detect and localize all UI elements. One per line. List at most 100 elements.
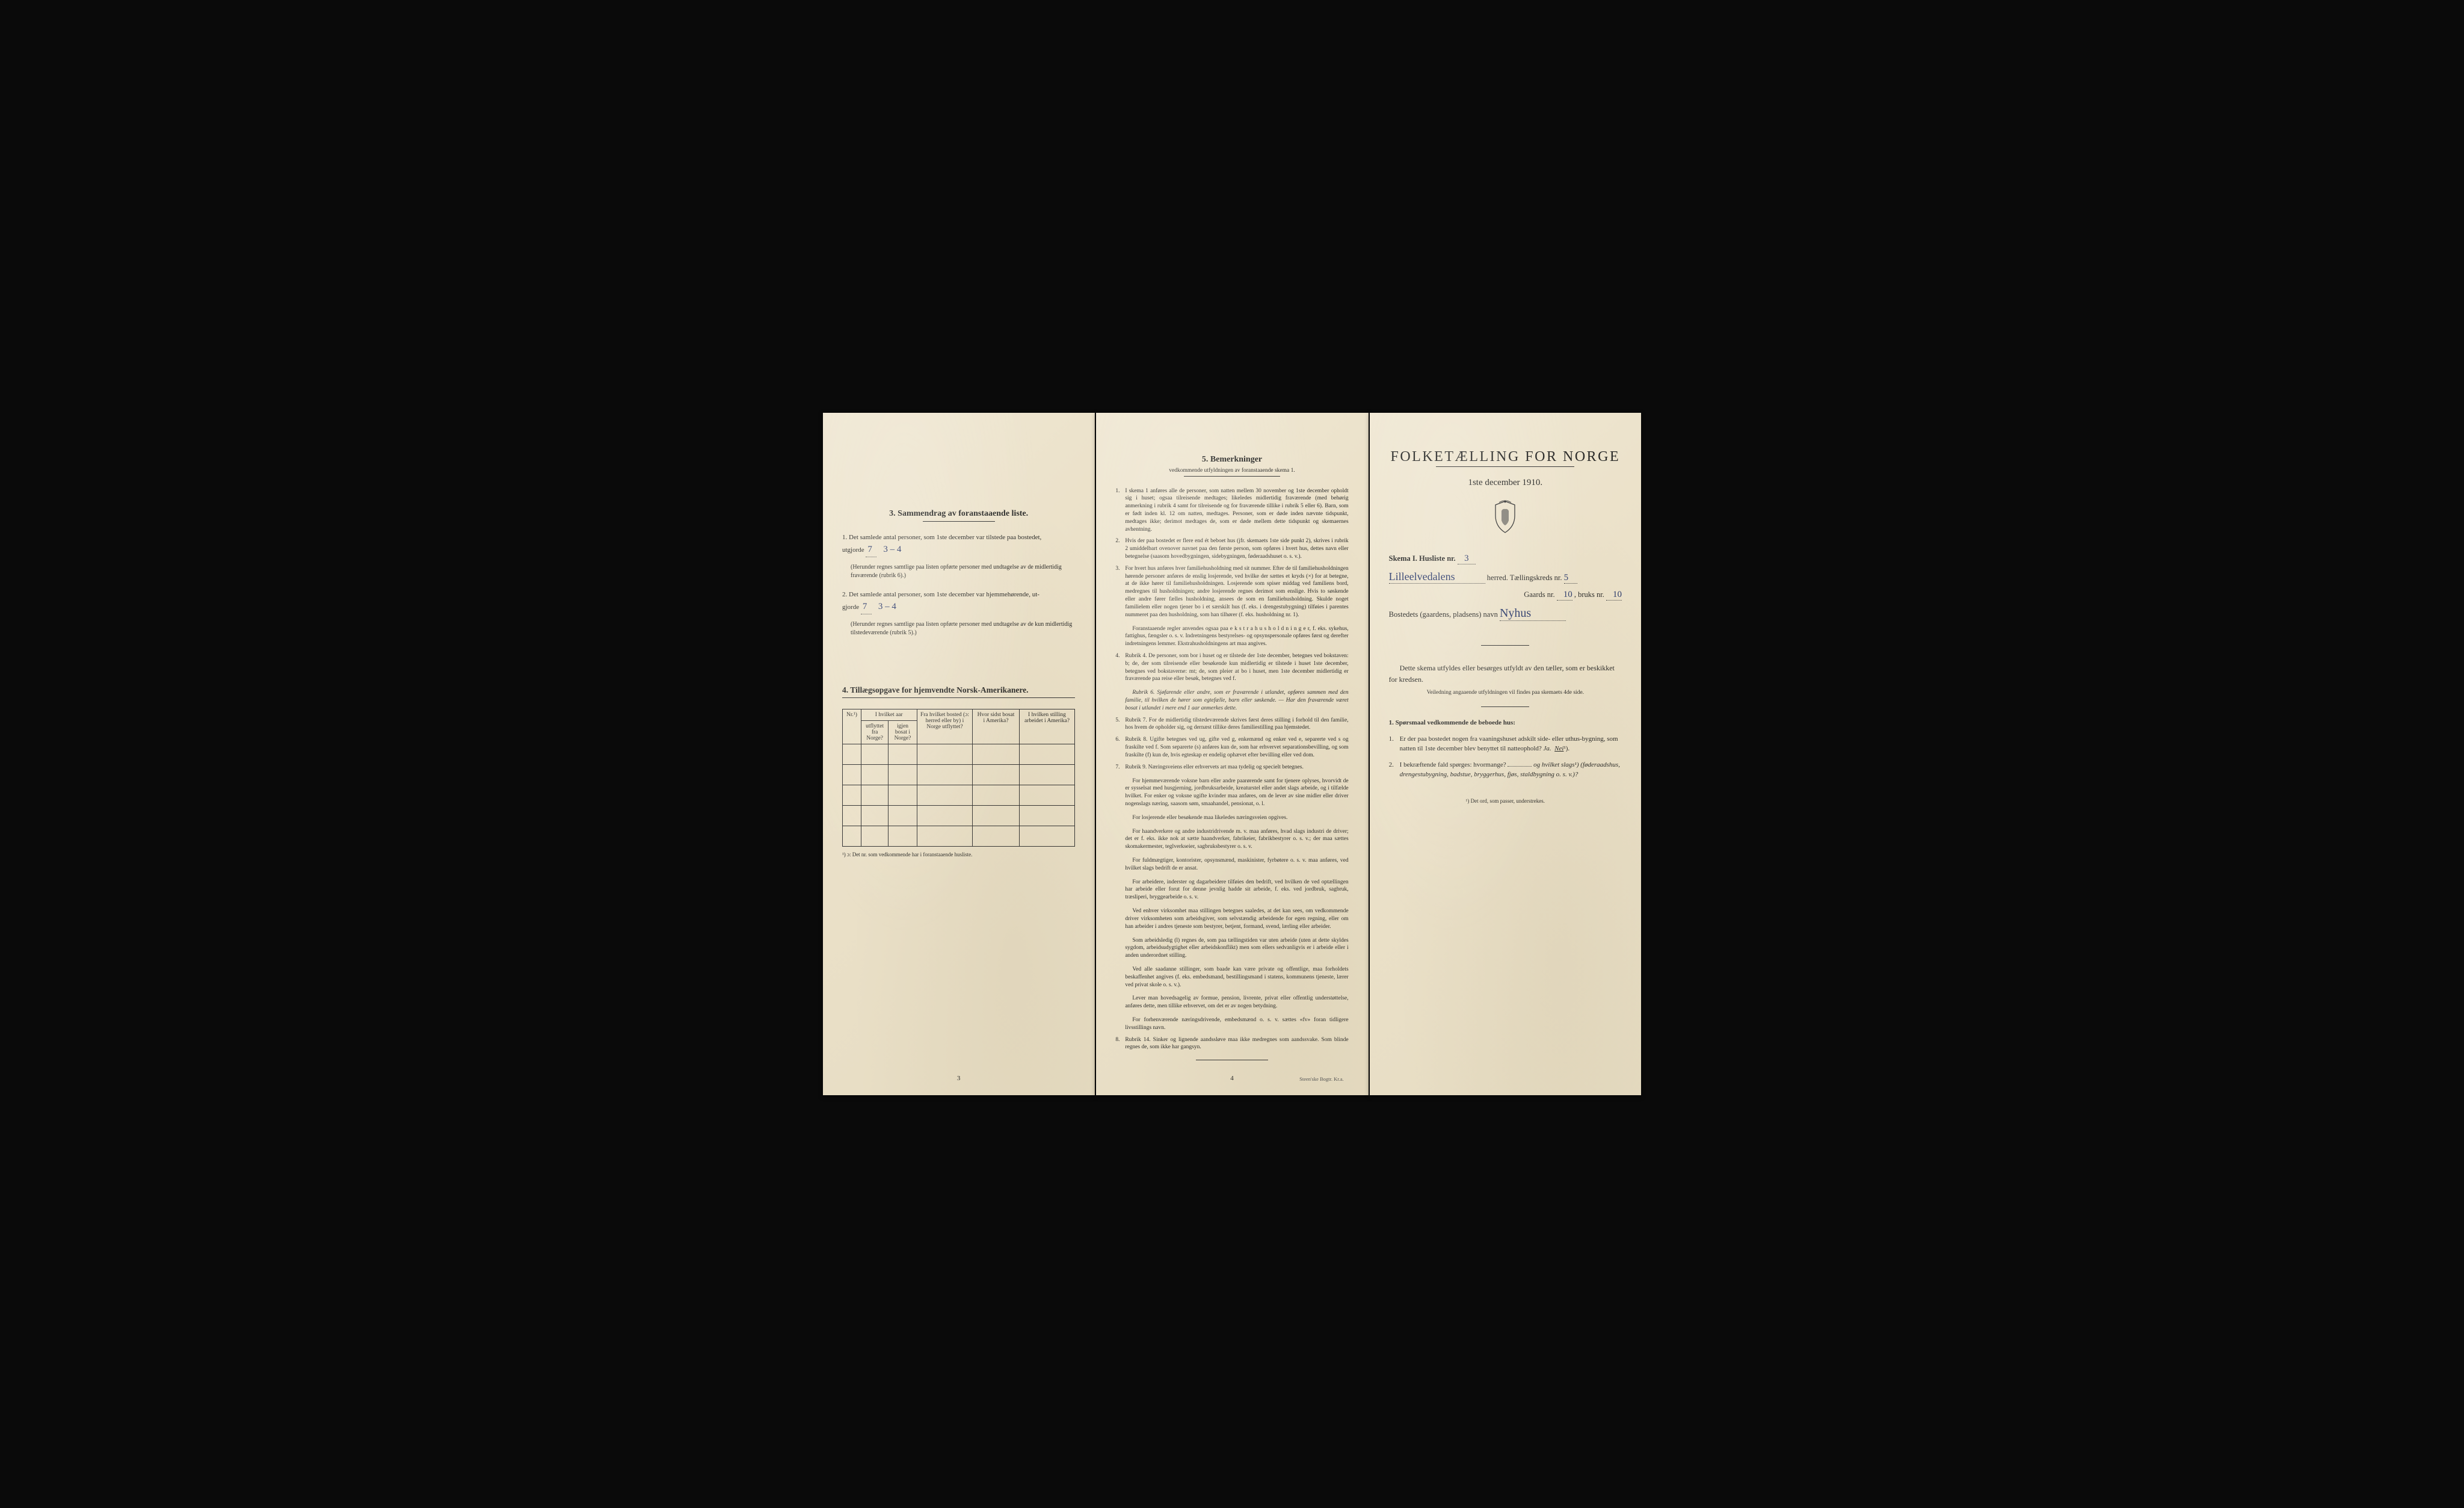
table-cell[interactable] bbox=[861, 826, 888, 847]
page-number-4: 4 bbox=[1230, 1075, 1234, 1082]
panel-right: FOLKETÆLLING FOR NORGE 1ste december 191… bbox=[1370, 413, 1641, 1096]
table-cell[interactable] bbox=[973, 785, 1019, 806]
table-cell[interactable] bbox=[889, 826, 917, 847]
section5-title: 5. Bemerkninger bbox=[1115, 455, 1348, 465]
herred-field[interactable]: Lilleelvedalens bbox=[1389, 570, 1485, 584]
herred-line: Lilleelvedalens herred. Tællingskreds nr… bbox=[1389, 570, 1622, 584]
table-cell[interactable] bbox=[843, 765, 861, 785]
table-cell[interactable] bbox=[1019, 785, 1075, 806]
rule bbox=[1436, 466, 1574, 467]
lead-sub: Veiledning angaaende utfyldningen vil fi… bbox=[1389, 689, 1622, 697]
crest-icon bbox=[1389, 500, 1622, 537]
table-cell[interactable] bbox=[973, 826, 1019, 847]
th-ut: utflyttet fra Norge? bbox=[861, 721, 888, 744]
remark-item: 3.For hvert hus anføres hver familiehush… bbox=[1115, 565, 1348, 619]
table-row[interactable] bbox=[843, 785, 1075, 806]
table-cell[interactable] bbox=[861, 765, 888, 785]
table-cell[interactable] bbox=[917, 744, 973, 765]
table-cell[interactable] bbox=[843, 826, 861, 847]
table-footnote: ¹) ɔ: Det nr. som vedkommende har i fora… bbox=[842, 851, 1075, 858]
table-cell[interactable] bbox=[843, 806, 861, 826]
table-row[interactable] bbox=[843, 744, 1075, 765]
page-number-3: 3 bbox=[957, 1075, 961, 1082]
th-nr: Nr.¹) bbox=[843, 709, 861, 744]
table-cell[interactable] bbox=[917, 806, 973, 826]
bosted-line: Bostedets (gaardens, pladsens) navn Nyhu… bbox=[1389, 607, 1622, 621]
remark-item: 7.Rubrik 9. Næringsveiens eller erhverve… bbox=[1115, 764, 1348, 771]
table-cell[interactable] bbox=[917, 765, 973, 785]
table-cell[interactable] bbox=[889, 744, 917, 765]
question-list: 1. Er der paa bostedet nogen fra vaaning… bbox=[1389, 734, 1622, 780]
table-cell[interactable] bbox=[843, 744, 861, 765]
table-cell[interactable] bbox=[861, 806, 888, 826]
table-cell[interactable] bbox=[889, 806, 917, 826]
remark-item: 4.Rubrik 4. De personer, som bor i huset… bbox=[1115, 652, 1348, 683]
rule bbox=[842, 697, 1075, 698]
table-cell[interactable] bbox=[917, 826, 973, 847]
table-cell[interactable] bbox=[973, 806, 1019, 826]
remark-item: 1.I skema 1 anføres alle de personer, so… bbox=[1115, 487, 1348, 534]
right-footnote: ¹) Det ord, som passer, understrekes. bbox=[1389, 798, 1622, 804]
th-igjen: igjen bosat i Norge? bbox=[889, 721, 917, 744]
question-1: 1. Er der paa bostedet nogen fra vaaning… bbox=[1389, 734, 1622, 754]
table-cell[interactable] bbox=[861, 744, 888, 765]
hvormange-field[interactable] bbox=[1508, 766, 1532, 767]
remark-item: 5.Rubrik 7. For de midlertidig tilstedev… bbox=[1115, 717, 1348, 732]
bruks-field[interactable]: 10 bbox=[1606, 590, 1622, 601]
table-cell[interactable] bbox=[1019, 765, 1075, 785]
rule bbox=[1184, 476, 1280, 477]
table-cell[interactable] bbox=[1019, 806, 1075, 826]
table-row[interactable] bbox=[843, 806, 1075, 826]
q1-text: 1. Det samlede antal personer, som 1ste … bbox=[842, 533, 1075, 557]
rule bbox=[923, 521, 995, 522]
q1-value-field[interactable]: 7 bbox=[866, 543, 876, 557]
emigrant-table: Nr.¹) I hvilket aar Fra hvilket bosted (… bbox=[842, 709, 1075, 847]
q2-text: 2. Det samlede antal personer, som 1ste … bbox=[842, 590, 1075, 614]
table-cell[interactable] bbox=[1019, 826, 1075, 847]
gaards-line: Gaards nr. 10 , bruks nr. 10 bbox=[1389, 590, 1622, 601]
lead-text: Dette skema utfyldes eller besørges utfy… bbox=[1389, 663, 1622, 685]
bosted-field[interactable]: Nyhus bbox=[1500, 607, 1566, 621]
rule bbox=[1481, 645, 1529, 646]
q2-extra: 3 – 4 bbox=[878, 600, 896, 614]
table-cell[interactable] bbox=[973, 744, 1019, 765]
table-cell[interactable] bbox=[861, 785, 888, 806]
section4-title: 4. Tillægsopgave for hjemvendte Norsk-Am… bbox=[842, 685, 1075, 695]
table-cell[interactable] bbox=[1019, 744, 1075, 765]
table-cell[interactable] bbox=[843, 785, 861, 806]
table-cell[interactable] bbox=[917, 785, 973, 806]
table-cell[interactable] bbox=[889, 765, 917, 785]
remark-item: 2.Hvis der paa bostedet er flere end ét … bbox=[1115, 537, 1348, 560]
table-cell[interactable] bbox=[889, 785, 917, 806]
skema-line: Skema I. Husliste nr. 3 bbox=[1389, 554, 1622, 564]
q1-prefix: 1. Det samlede antal personer, som 1ste … bbox=[842, 534, 1041, 541]
table-cell[interactable] bbox=[973, 765, 1019, 785]
remarks-list: 1.I skema 1 anføres alle de personer, so… bbox=[1115, 487, 1348, 1052]
kreds-field[interactable]: 5 bbox=[1564, 573, 1577, 584]
table-row[interactable] bbox=[843, 765, 1075, 785]
panel-left: 3. Sammendrag av foranstaaende liste. 1.… bbox=[823, 413, 1095, 1096]
q1-note: (Herunder regnes samtlige paa listen opf… bbox=[851, 563, 1075, 580]
q1-extra: 3 – 4 bbox=[883, 543, 901, 557]
q-title: 1. Spørsmaal vedkommende de beboede hus: bbox=[1389, 718, 1622, 728]
panel-middle: 5. Bemerkninger vedkommende utfyldningen… bbox=[1096, 413, 1368, 1096]
sub-title: 1ste december 1910. bbox=[1389, 478, 1622, 488]
th-year: I hvilket aar bbox=[861, 709, 917, 721]
section5-sub: vedkommende utfyldningen av foranstaaend… bbox=[1115, 467, 1348, 475]
th-from: Fra hvilket bosted (ɔ: herred eller by) … bbox=[917, 709, 973, 744]
question-2: 2. I bekræftende fald spørges: hvormange… bbox=[1389, 760, 1622, 780]
remark-item: 6.Rubrik 8. Ugifte betegnes ved ug, gift… bbox=[1115, 736, 1348, 759]
section3-title: 3. Sammendrag av foranstaaende liste. bbox=[842, 509, 1075, 519]
remark-item: 8.Rubrik 14. Sinker og lignende aandsslø… bbox=[1115, 1036, 1348, 1052]
nei-underlined: Nei bbox=[1554, 745, 1563, 752]
document-triptych: 3. Sammendrag av foranstaaende liste. 1.… bbox=[823, 413, 1641, 1096]
gaards-field[interactable]: 10 bbox=[1557, 590, 1572, 601]
rule bbox=[1481, 706, 1529, 707]
th-where: Hvor sidst bosat i Amerika? bbox=[973, 709, 1019, 744]
q2-note: (Herunder regnes samtlige paa listen opf… bbox=[851, 620, 1075, 637]
husliste-nr-field[interactable]: 3 bbox=[1458, 554, 1476, 564]
main-title: FOLKETÆLLING FOR NORGE bbox=[1389, 449, 1622, 465]
printer-credit: Steen'ske Bogtr. Kr.a. bbox=[1299, 1076, 1344, 1082]
q2-value-field[interactable]: 7 bbox=[861, 600, 872, 614]
table-row[interactable] bbox=[843, 826, 1075, 847]
